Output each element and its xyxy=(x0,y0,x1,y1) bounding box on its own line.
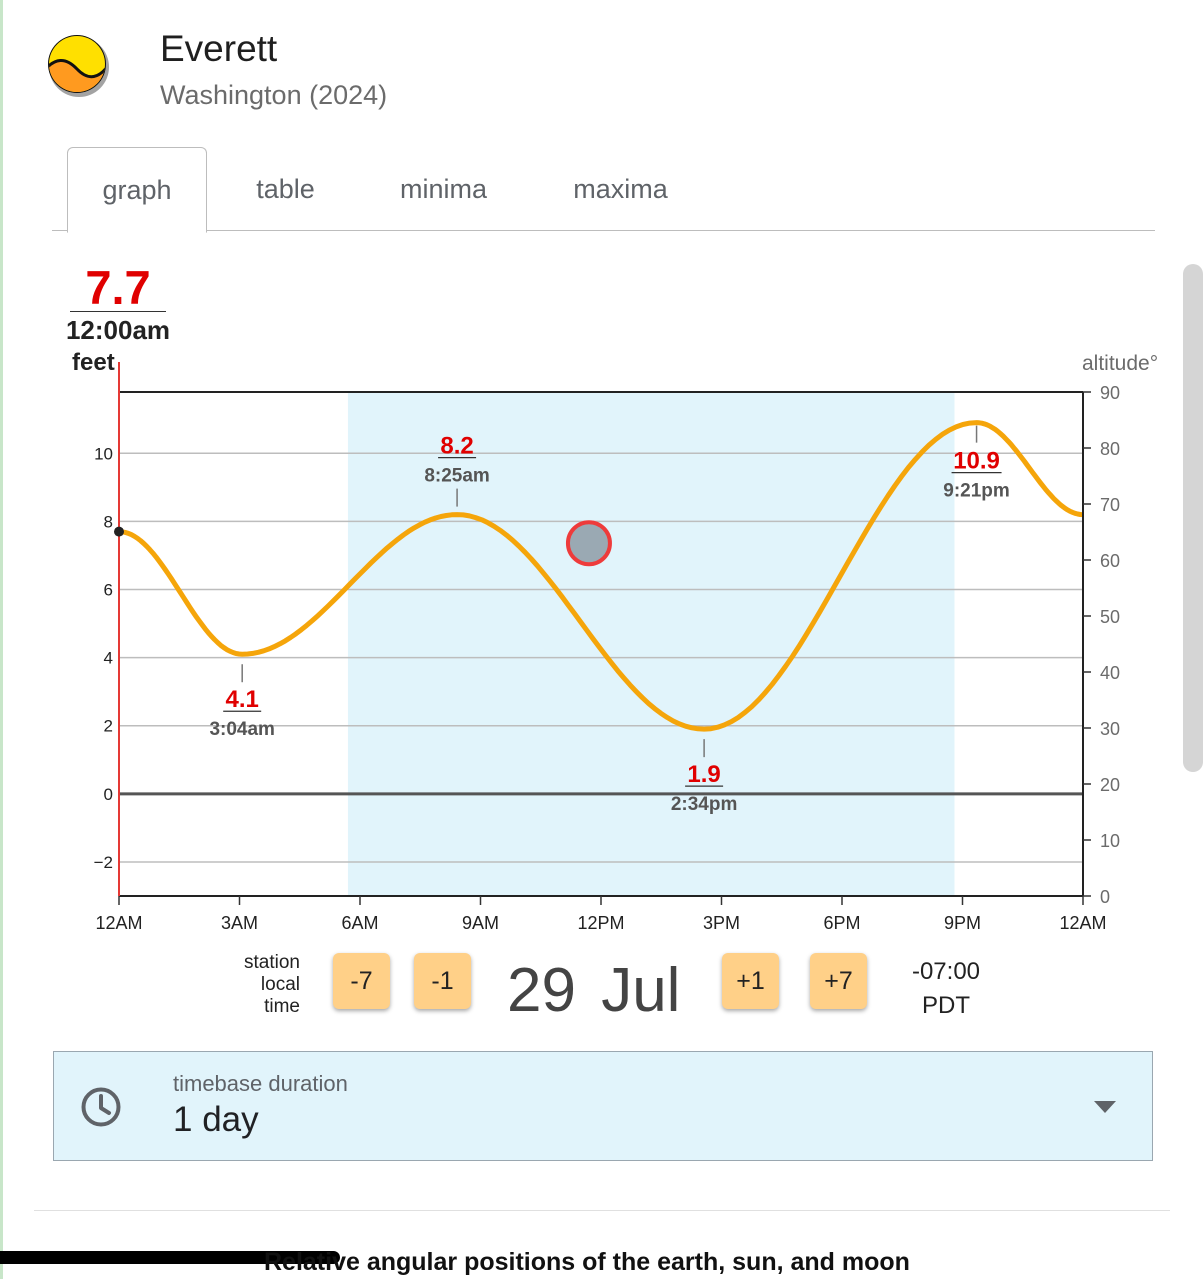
current-height-value: 7.7 xyxy=(85,261,151,314)
section-title: Relative angular positions of the earth,… xyxy=(264,1248,910,1276)
duration-label: timebase duration xyxy=(173,1071,348,1096)
high-tide-time: 9:21pm xyxy=(943,481,1010,502)
minus-7-days-button[interactable]: -7 xyxy=(333,953,390,1009)
x-tick-label: 9AM xyxy=(462,913,499,933)
altitude-axis-label: altitude° xyxy=(1082,352,1159,375)
timezone-abbrev: PDT xyxy=(922,992,970,1019)
x-tick-label: 3AM xyxy=(221,913,258,933)
x-tick-label: 12AM xyxy=(1059,913,1106,933)
altitude-tick-label: 10 xyxy=(1100,831,1120,851)
y-axis-unit-label: feet xyxy=(72,349,115,376)
x-tick-label: 9PM xyxy=(944,913,981,933)
altitude-tick-label: 40 xyxy=(1100,663,1120,683)
tab-maxima[interactable]: maxima xyxy=(573,173,668,204)
current-value-underline xyxy=(70,311,166,312)
y-tick-label: 8 xyxy=(104,512,113,531)
high-tide-time: 8:25am xyxy=(424,466,490,487)
tz-label-line: local xyxy=(260,974,300,995)
duration-value: 1 day xyxy=(173,1100,259,1139)
y-tick-label: 2 xyxy=(104,717,113,736)
y-tick-label: 0 xyxy=(104,785,113,804)
high-tide-value: 8.2 xyxy=(440,433,473,460)
timebase-duration-select[interactable] xyxy=(53,1051,1153,1161)
current-date: 29 Jul xyxy=(507,956,681,1025)
window-edge xyxy=(0,0,3,1279)
altitude-tick-label: 30 xyxy=(1100,719,1120,739)
station-subtitle: Washington (2024) xyxy=(160,80,388,110)
altitude-tick-label: 20 xyxy=(1100,775,1120,795)
x-tick-label: 6PM xyxy=(823,913,860,933)
tab-minima[interactable]: minima xyxy=(399,173,487,204)
dropdown-caret-icon[interactable] xyxy=(1094,1101,1116,1113)
tab-graph[interactable]: graph xyxy=(67,147,207,233)
y-tick-label: −2 xyxy=(94,853,113,872)
altitude-tick-label: 0 xyxy=(1100,887,1110,907)
tide-chart[interactable]: −2 0 2 4 6 8 10 0 10 20 30 40 50 60 70 80 90 12AM 3AM 6AM 9A… xyxy=(0,0,1203,960)
current-time: 12:00am xyxy=(65,315,171,345)
utc-offset: -07:00 PDT xyxy=(890,955,1002,1023)
altitude-tick-label: 60 xyxy=(1100,551,1120,571)
sun-position-marker xyxy=(565,520,612,567)
tz-label-line: station xyxy=(244,952,300,973)
tide-logo-icon xyxy=(48,35,109,97)
scrollbar-thumb[interactable] xyxy=(1183,264,1203,772)
x-tick-label: 6AM xyxy=(341,913,378,933)
y-tick-label: 10 xyxy=(94,444,113,463)
station-title: Everett xyxy=(160,28,278,69)
minus-1-day-button[interactable]: -1 xyxy=(414,953,471,1009)
x-tick-label: 12PM xyxy=(577,913,624,933)
altitude-tick-label: 50 xyxy=(1100,607,1120,627)
progress-bar xyxy=(0,1251,340,1264)
low-tide-value: 1.9 xyxy=(687,761,720,788)
y-tick-label: 6 xyxy=(104,581,113,600)
tz-label-line: time xyxy=(264,996,300,1017)
y-tick-label: 4 xyxy=(104,649,113,668)
high-tide-value: 10.9 xyxy=(953,448,1000,475)
utc-offset-value: -07:00 xyxy=(911,958,981,985)
altitude-tick-label: 80 xyxy=(1100,439,1120,459)
tide-curve xyxy=(118,420,1084,732)
low-tide-time: 3:04am xyxy=(209,719,275,740)
plus-1-day-button[interactable]: +1 xyxy=(722,953,779,1009)
low-tide-value: 4.1 xyxy=(226,686,259,713)
section-divider xyxy=(34,1210,1170,1211)
clock-icon xyxy=(81,1087,121,1127)
current-height-point xyxy=(114,526,124,537)
tabs-divider xyxy=(52,230,1155,231)
low-tide-time: 2:34pm xyxy=(671,794,738,815)
plus-7-days-button[interactable]: +7 xyxy=(810,953,867,1009)
tab-table[interactable]: table xyxy=(256,173,315,204)
altitude-tick-label: 70 xyxy=(1100,495,1120,515)
altitude-tick-label: 90 xyxy=(1100,383,1120,403)
x-tick-label: 12AM xyxy=(95,913,142,933)
daylight-band xyxy=(347,392,955,896)
timezone-mode-label: station local time xyxy=(216,952,300,1018)
x-tick-label: 3PM xyxy=(703,913,740,933)
